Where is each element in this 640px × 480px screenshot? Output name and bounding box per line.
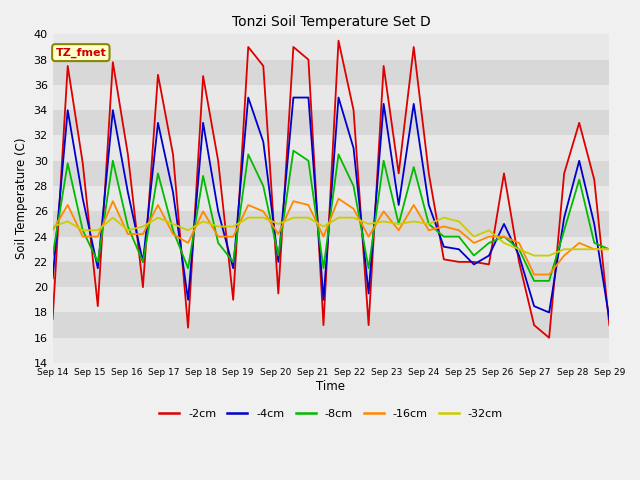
Bar	[52, 312, 609, 338]
Bar	[52, 237, 609, 262]
Bar	[52, 287, 609, 312]
Y-axis label: Soil Temperature (C): Soil Temperature (C)	[15, 138, 28, 259]
Bar	[52, 186, 609, 211]
Title: Tonzi Soil Temperature Set D: Tonzi Soil Temperature Set D	[232, 15, 430, 29]
Bar	[52, 135, 609, 161]
Bar	[52, 60, 609, 85]
Bar	[52, 85, 609, 110]
Legend: -2cm, -4cm, -8cm, -16cm, -32cm: -2cm, -4cm, -8cm, -16cm, -32cm	[155, 404, 507, 423]
X-axis label: Time: Time	[317, 380, 346, 393]
Bar	[52, 338, 609, 363]
Bar	[52, 161, 609, 186]
Text: TZ_fmet: TZ_fmet	[56, 48, 106, 58]
Bar	[52, 262, 609, 287]
Bar	[52, 110, 609, 135]
Bar	[52, 35, 609, 60]
Bar	[52, 211, 609, 237]
